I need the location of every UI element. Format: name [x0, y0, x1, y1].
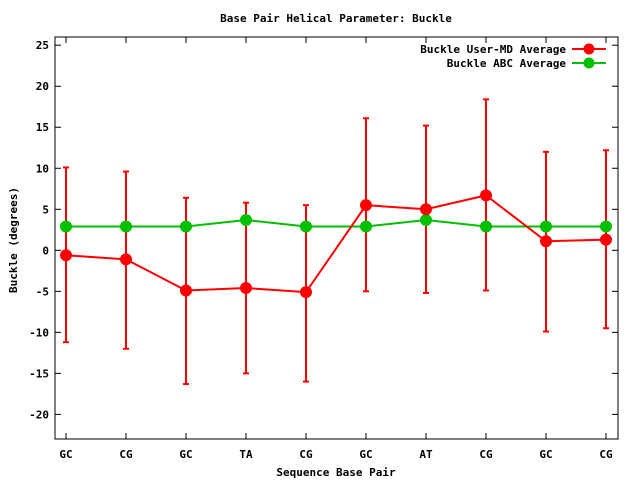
data-point — [120, 220, 132, 233]
data-point — [360, 199, 372, 212]
series-line — [65, 194, 607, 294]
x-tick-label: GC — [59, 448, 72, 461]
data-point — [480, 189, 492, 202]
x-tick-label: TA — [239, 448, 253, 461]
y-tick-label: -15 — [29, 367, 49, 380]
data-point — [420, 203, 432, 216]
series-lines — [65, 194, 607, 294]
x-axis-label: Sequence Base Pair — [276, 466, 396, 479]
y-tick-label: 0 — [42, 244, 49, 257]
data-point — [540, 235, 552, 248]
y-tick-label: 10 — [36, 162, 49, 175]
legend-label: Buckle ABC Average — [447, 57, 567, 70]
x-tick-label: CG — [599, 448, 613, 461]
data-point — [240, 213, 252, 226]
y-axis-label: Buckle (degrees) — [7, 187, 20, 293]
x-tick-label: CG — [479, 448, 493, 461]
legend-marker — [583, 57, 595, 69]
y-tick-label: -5 — [36, 285, 49, 298]
chart-title: Base Pair Helical Parameter: Buckle — [220, 12, 452, 25]
data-point — [60, 249, 72, 262]
series-line — [66, 218, 606, 228]
data-point — [180, 220, 192, 233]
plot-frame — [54, 36, 619, 440]
x-tick-label: GC — [359, 448, 372, 461]
y-tick-label: 20 — [36, 80, 49, 93]
data-point — [300, 286, 312, 299]
x-tick-label: GC — [539, 448, 552, 461]
y-tick-label: 15 — [36, 121, 49, 134]
y-tick-label: -20 — [29, 408, 49, 421]
x-tick-label: CG — [119, 448, 133, 461]
legend-marker — [583, 43, 595, 55]
x-tick-label: CG — [299, 448, 313, 461]
data-point — [60, 220, 72, 233]
data-point — [180, 284, 192, 297]
series-points — [60, 189, 612, 299]
x-tick-label: GC — [179, 448, 192, 461]
x-tick-label: AT — [419, 448, 433, 461]
y-tick-label: -10 — [29, 326, 49, 339]
y-tick-label: 5 — [42, 203, 49, 216]
y-tick-label: 25 — [36, 39, 49, 52]
data-point — [240, 282, 252, 295]
data-point — [420, 213, 432, 226]
data-point — [120, 253, 132, 266]
axis-ticks: -20 -15 -10 -5 0 5 10 15 20 25 GC CG GC TA CG GC AT CG GC C… — [29, 37, 618, 461]
data-point — [300, 220, 312, 233]
data-point — [540, 220, 552, 233]
legend-label: Buckle User-MD Average — [420, 43, 566, 56]
data-point — [600, 220, 612, 233]
data-point — [360, 220, 372, 233]
error-bars — [63, 98, 609, 386]
data-point — [480, 220, 492, 233]
data-point — [600, 233, 612, 246]
